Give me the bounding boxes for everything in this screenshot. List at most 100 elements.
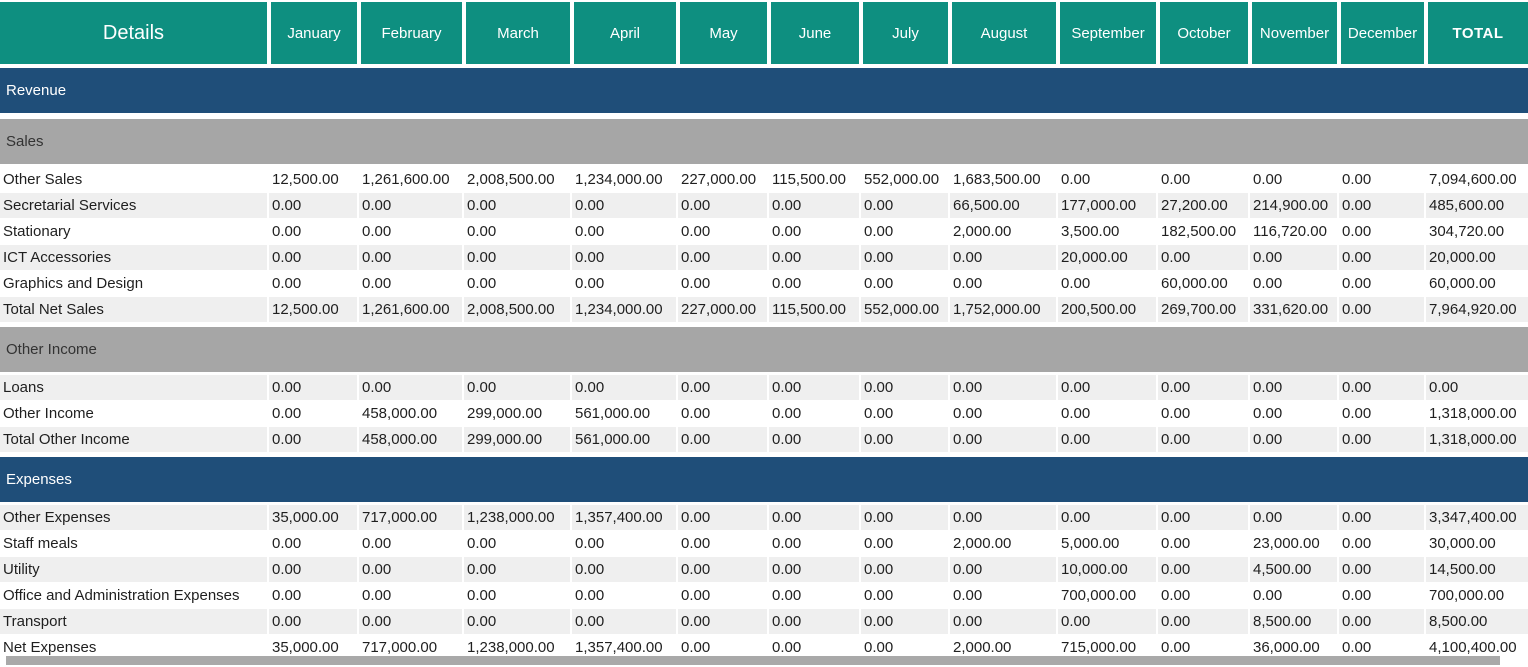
value-cell[interactable]: 0.00 xyxy=(767,427,859,452)
value-cell[interactable]: 0.00 xyxy=(859,427,948,452)
row-label[interactable]: Office and Administration Expenses xyxy=(3,587,240,604)
value-cell[interactable]: 0.00 xyxy=(676,193,767,218)
value-cell[interactable]: 0.00 xyxy=(676,245,767,270)
value-cell[interactable]: 0.00 xyxy=(357,609,462,634)
value-cell[interactable]: 299,000.00 xyxy=(462,401,570,426)
value-cell[interactable]: 0.00 xyxy=(1056,401,1156,426)
value-cell[interactable]: 0.00 xyxy=(1248,401,1337,426)
value-cell[interactable]: 0.00 xyxy=(570,375,676,400)
row-label[interactable]: Other Income xyxy=(3,405,94,422)
value-cell[interactable]: 35,000.00 xyxy=(267,635,357,660)
value-cell[interactable]: 0.00 xyxy=(267,375,357,400)
value-cell[interactable]: 0.00 xyxy=(1337,505,1424,530)
header-month-january[interactable]: January xyxy=(267,2,357,64)
value-cell[interactable]: 0.00 xyxy=(462,609,570,634)
value-cell[interactable]: 200,500.00 xyxy=(1056,297,1156,322)
value-cell[interactable]: 0.00 xyxy=(948,245,1056,270)
value-cell[interactable]: 0.00 xyxy=(1056,427,1156,452)
value-cell[interactable]: 0.00 xyxy=(267,245,357,270)
value-cell[interactable]: 0.00 xyxy=(859,583,948,608)
value-cell[interactable]: 35,000.00 xyxy=(267,505,357,530)
value-cell[interactable]: 331,620.00 xyxy=(1248,297,1337,322)
value-cell[interactable]: 0.00 xyxy=(767,271,859,296)
value-cell[interactable]: 8,500.00 xyxy=(1248,609,1337,634)
value-cell[interactable]: 0.00 xyxy=(1337,245,1424,270)
value-cell[interactable]: 0.00 xyxy=(676,557,767,582)
value-cell[interactable]: 177,000.00 xyxy=(1056,193,1156,218)
value-cell[interactable]: 0.00 xyxy=(1156,401,1248,426)
value-cell[interactable]: 0.00 xyxy=(859,505,948,530)
value-cell[interactable]: 0.00 xyxy=(267,219,357,244)
value-cell[interactable]: 2,008,500.00 xyxy=(462,297,570,322)
value-cell[interactable]: 0.00 xyxy=(676,583,767,608)
value-cell[interactable]: 0.00 xyxy=(357,557,462,582)
value-cell[interactable]: 0.00 xyxy=(859,193,948,218)
value-cell[interactable]: 0.00 xyxy=(948,609,1056,634)
value-cell[interactable]: 0.00 xyxy=(948,401,1056,426)
value-cell[interactable]: 0.00 xyxy=(462,557,570,582)
value-cell[interactable]: 227,000.00 xyxy=(676,167,767,192)
value-cell[interactable]: 715,000.00 xyxy=(1056,635,1156,660)
value-cell[interactable]: 0.00 xyxy=(1056,609,1156,634)
value-cell[interactable]: 561,000.00 xyxy=(570,401,676,426)
value-cell[interactable]: 0.00 xyxy=(1156,245,1248,270)
value-cell[interactable]: 0.00 xyxy=(462,583,570,608)
value-cell[interactable]: 0.00 xyxy=(357,375,462,400)
value-cell[interactable]: 1,234,000.00 xyxy=(570,297,676,322)
header-month-february[interactable]: February xyxy=(357,2,462,64)
value-cell[interactable]: 0.00 xyxy=(948,505,1056,530)
value-cell[interactable]: 0.00 xyxy=(1156,583,1248,608)
value-cell[interactable]: 0.00 xyxy=(767,375,859,400)
value-cell[interactable]: 0.00 xyxy=(267,427,357,452)
value-cell[interactable]: 1,261,600.00 xyxy=(357,297,462,322)
value-cell[interactable]: 0.00 xyxy=(1337,427,1424,452)
header-month-december[interactable]: December xyxy=(1337,2,1424,64)
value-cell[interactable]: 0.00 xyxy=(859,401,948,426)
value-cell[interactable]: 0.00 xyxy=(1156,505,1248,530)
value-cell[interactable]: 0.00 xyxy=(357,531,462,556)
value-cell[interactable]: 2,008,500.00 xyxy=(462,167,570,192)
value-cell[interactable]: 0.00 xyxy=(1248,583,1337,608)
total-cell[interactable]: 485,600.00 xyxy=(1424,193,1528,218)
value-cell[interactable]: 0.00 xyxy=(1248,271,1337,296)
value-cell[interactable]: 0.00 xyxy=(267,401,357,426)
value-cell[interactable]: 0.00 xyxy=(1337,401,1424,426)
value-cell[interactable]: 0.00 xyxy=(570,193,676,218)
value-cell[interactable]: 60,000.00 xyxy=(1156,271,1248,296)
row-label[interactable]: Total Net Sales xyxy=(0,297,267,322)
total-cell[interactable]: 0.00 xyxy=(1424,375,1528,400)
value-cell[interactable]: 1,234,000.00 xyxy=(570,167,676,192)
row-label[interactable]: Graphics and Design xyxy=(3,275,144,292)
value-cell[interactable]: 0.00 xyxy=(267,193,357,218)
row-label[interactable]: Loans xyxy=(0,375,267,400)
value-cell[interactable]: 214,900.00 xyxy=(1248,193,1337,218)
value-cell[interactable]: 0.00 xyxy=(357,583,462,608)
header-total[interactable]: TOTAL xyxy=(1424,2,1528,64)
header-month-november[interactable]: November xyxy=(1248,2,1337,64)
row-label[interactable]: Other Expenses xyxy=(0,505,267,530)
header-month-april[interactable]: April xyxy=(570,2,676,64)
value-cell[interactable]: 552,000.00 xyxy=(859,297,948,322)
value-cell[interactable]: 0.00 xyxy=(357,245,462,270)
value-cell[interactable]: 0.00 xyxy=(267,271,357,296)
value-cell[interactable]: 115,500.00 xyxy=(767,167,859,192)
value-cell[interactable]: 0.00 xyxy=(1337,193,1424,218)
value-cell[interactable]: 0.00 xyxy=(859,609,948,634)
value-cell[interactable]: 717,000.00 xyxy=(357,505,462,530)
header-month-june[interactable]: June xyxy=(767,2,859,64)
total-cell[interactable]: 60,000.00 xyxy=(1424,271,1528,296)
value-cell[interactable]: 0.00 xyxy=(1156,167,1248,192)
value-cell[interactable]: 27,200.00 xyxy=(1156,193,1248,218)
row-label[interactable]: Total Other Income xyxy=(0,427,267,452)
value-cell[interactable]: 12,500.00 xyxy=(267,297,357,322)
value-cell[interactable]: 0.00 xyxy=(767,193,859,218)
value-cell[interactable]: 12,500.00 xyxy=(267,167,357,192)
value-cell[interactable]: 0.00 xyxy=(767,401,859,426)
value-cell[interactable]: 0.00 xyxy=(357,193,462,218)
value-cell[interactable]: 0.00 xyxy=(859,219,948,244)
value-cell[interactable]: 0.00 xyxy=(676,635,767,660)
value-cell[interactable]: 0.00 xyxy=(357,271,462,296)
row-label[interactable]: Staff meals xyxy=(3,535,78,552)
value-cell[interactable]: 23,000.00 xyxy=(1248,531,1337,556)
row-label[interactable]: Utility xyxy=(0,557,267,582)
